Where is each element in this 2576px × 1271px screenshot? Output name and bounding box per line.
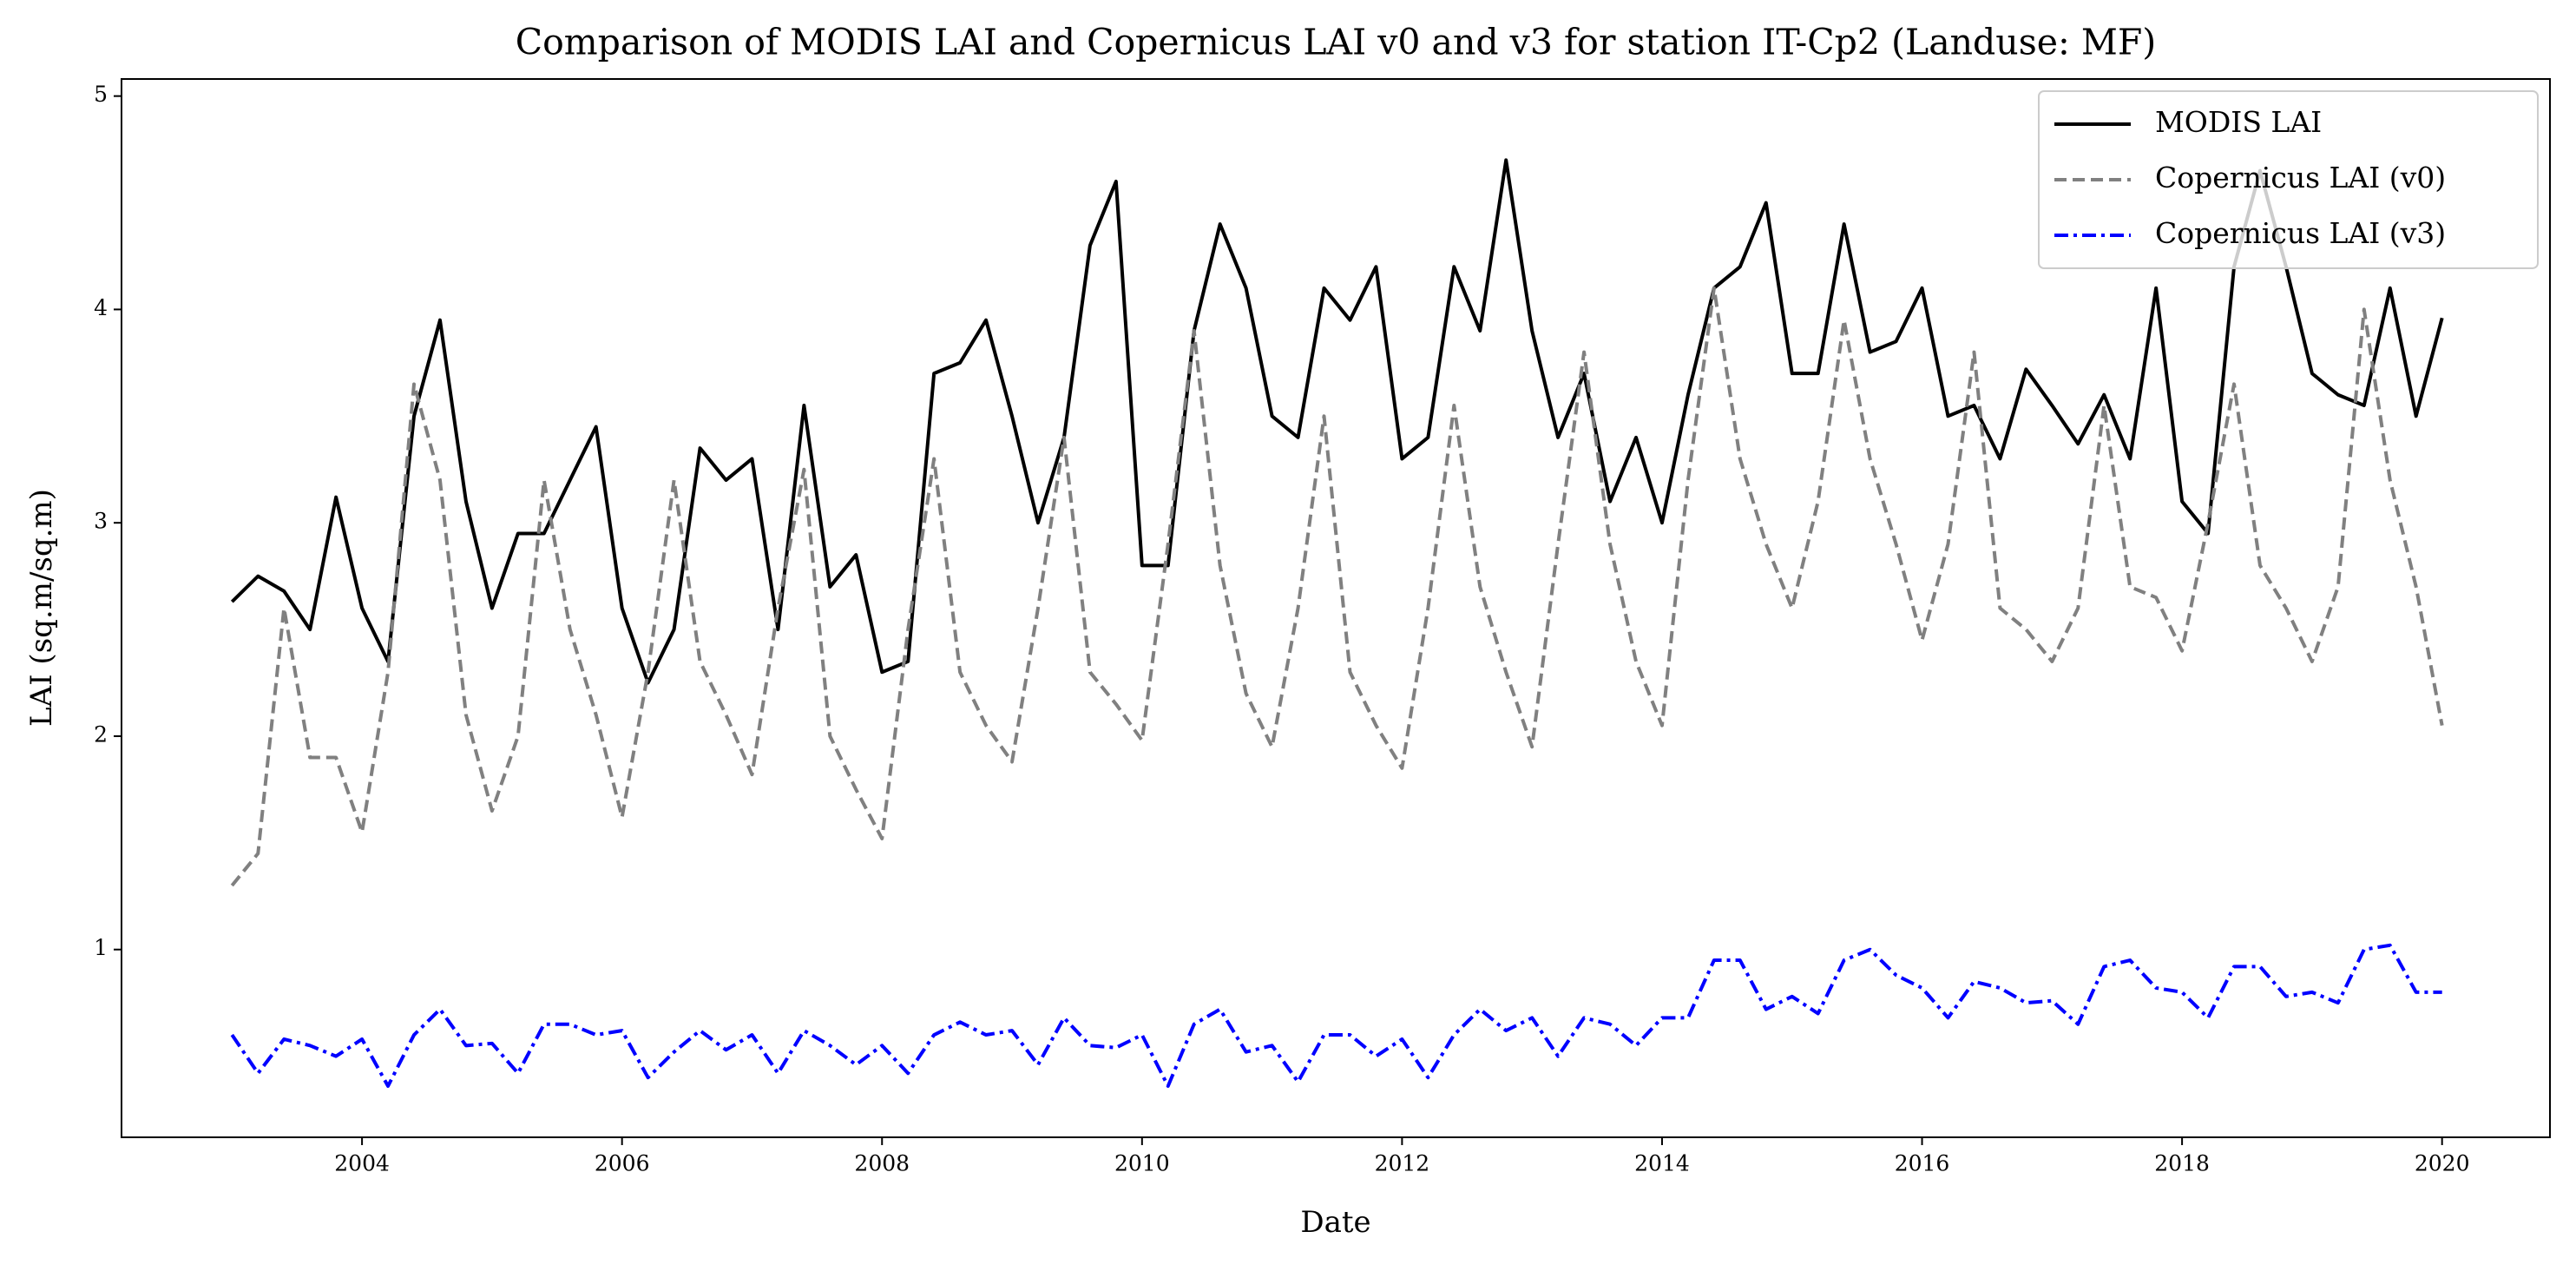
chart-title: Comparison of MODIS LAI and Copernicus L… — [516, 22, 2157, 63]
y-tick-label: 5 — [94, 82, 108, 107]
legend-label: MODIS LAI — [2155, 105, 2322, 139]
data-line — [230, 943, 2442, 1089]
y-tick-label: 1 — [94, 935, 108, 960]
x-tick-label: 2006 — [595, 1151, 650, 1176]
y-tick-label: 2 — [94, 721, 108, 747]
plot-frame — [121, 78, 2551, 1138]
y-tick-label: 4 — [94, 295, 108, 320]
x-tick-label: 2016 — [1895, 1151, 1950, 1176]
x-axis-label: Date — [1300, 1205, 1370, 1240]
x-tick-label: 2010 — [1114, 1151, 1170, 1176]
data-line — [230, 158, 2444, 685]
data-line — [230, 286, 2444, 887]
x-tick-label: 2004 — [334, 1151, 390, 1176]
x-tick-label: 2008 — [854, 1151, 910, 1176]
x-tick-label: 2020 — [2415, 1151, 2470, 1176]
y-tick-label: 3 — [94, 509, 108, 534]
legend-label: Copernicus LAI (v3) — [2155, 216, 2446, 250]
x-tick-label: 2018 — [2154, 1151, 2210, 1176]
y-axis-label: LAI (sq.m/sq.m) — [24, 489, 59, 727]
x-tick-label: 2014 — [1634, 1151, 1690, 1176]
legend-label: Copernicus LAI (v0) — [2155, 161, 2446, 194]
x-tick-label: 2012 — [1375, 1151, 1430, 1176]
legend: MODIS LAI Copernicus LAI (v0) Copernicus L… — [2038, 90, 2539, 269]
legend-box — [2038, 90, 2539, 269]
